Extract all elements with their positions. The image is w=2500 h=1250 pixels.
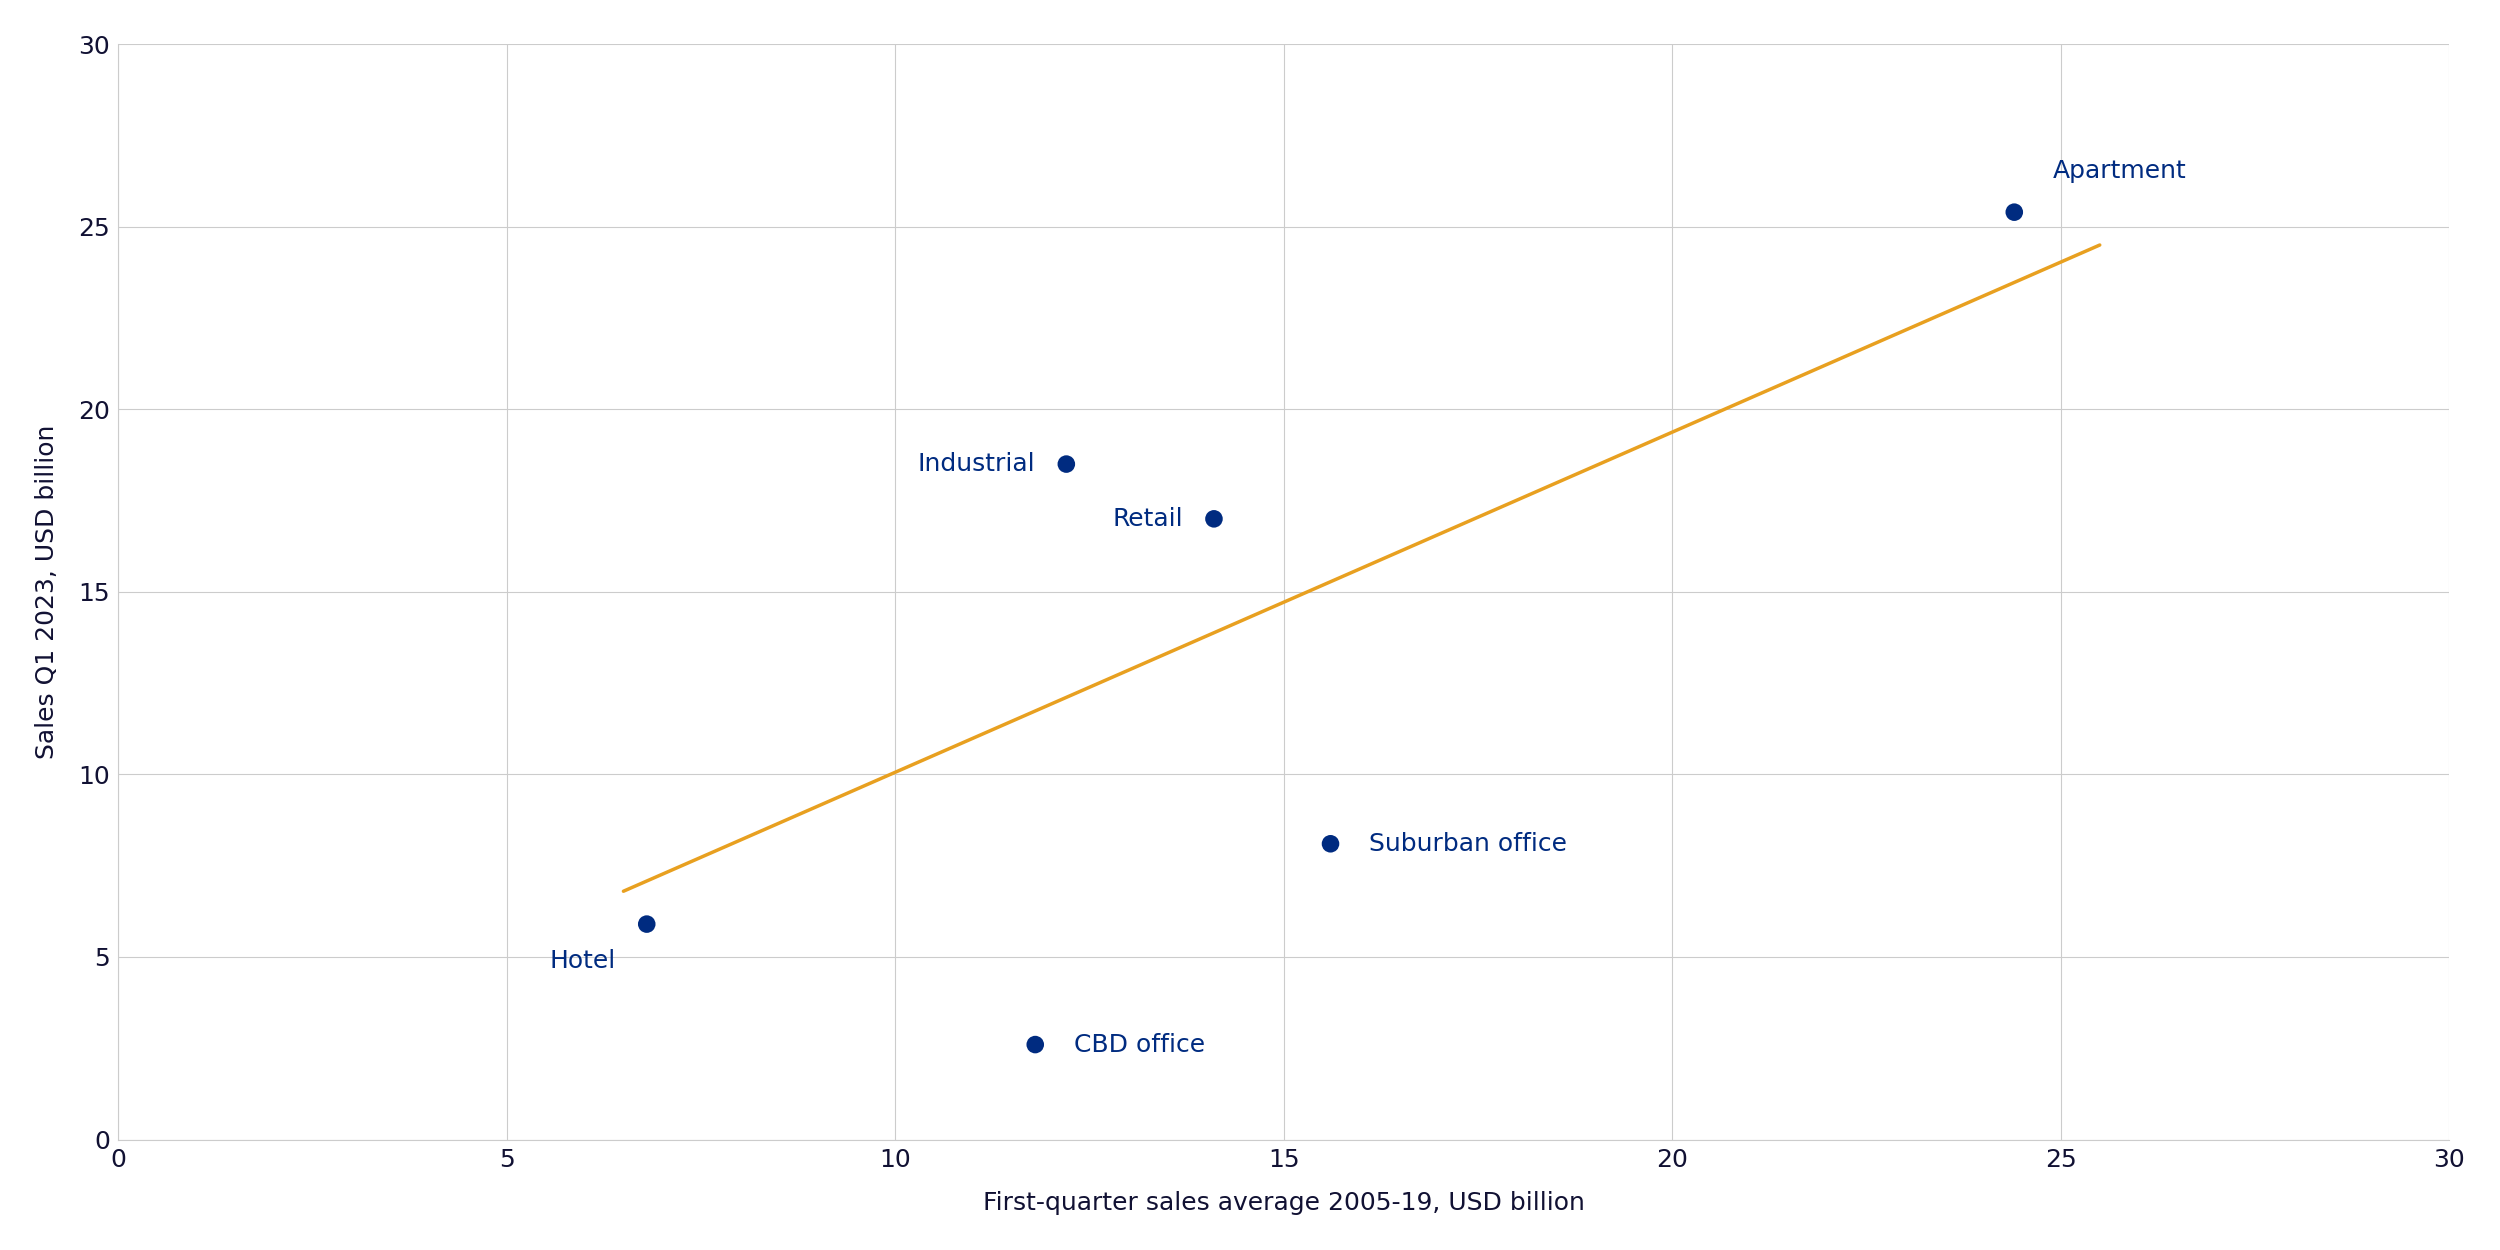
Text: Suburban office: Suburban office — [1370, 831, 1568, 856]
Point — [1310, 834, 1350, 854]
Point — [1048, 454, 1088, 474]
Y-axis label: Sales Q1 2023, USD billion: Sales Q1 2023, USD billion — [35, 425, 58, 759]
Text: Industrial: Industrial — [918, 452, 1035, 476]
Point — [628, 914, 668, 934]
Text: Hotel: Hotel — [550, 949, 615, 972]
Text: CBD office: CBD office — [1075, 1032, 1205, 1056]
Point — [1015, 1035, 1055, 1055]
Text: Apartment: Apartment — [2052, 159, 2188, 182]
Point — [1195, 509, 1235, 529]
Point — [1995, 202, 2035, 222]
Text: Retail: Retail — [1112, 506, 1182, 531]
X-axis label: First-quarter sales average 2005-19, USD billion: First-quarter sales average 2005-19, USD… — [982, 1191, 1585, 1215]
